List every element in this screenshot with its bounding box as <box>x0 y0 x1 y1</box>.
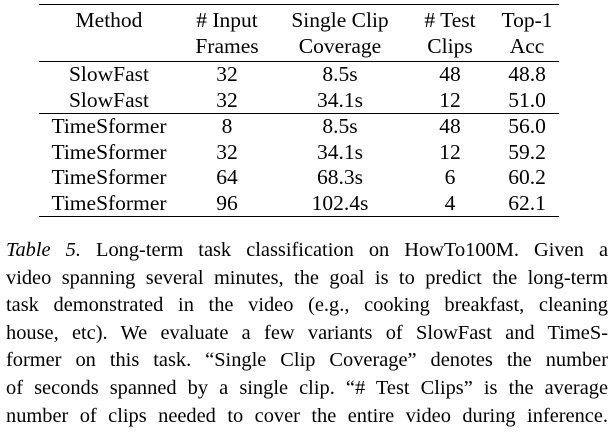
results-table: Method # Input Frames Single Clip Coverage… <box>39 4 559 217</box>
results-table-container: Method # Input Frames Single Clip Coverage… <box>39 4 559 217</box>
cell-method: TimeSformer <box>39 190 179 217</box>
table-caption: Table 5. Long-term task classification o… <box>6 237 608 430</box>
cell-coverage: 8.5s <box>275 61 405 88</box>
caption-line: video spanning several minutes, the goal… <box>6 266 608 289</box>
cell-clips: 12 <box>439 87 461 112</box>
caption-line: house, etc). We evaluate a few variants … <box>6 321 608 344</box>
header-clip-coverage: Single Clip Coverage <box>291 8 389 58</box>
cell-coverage: 8.5s <box>275 113 405 140</box>
cell-method: SlowFast <box>39 61 179 88</box>
cell-method: TimeSformer <box>39 113 179 140</box>
table-header: Method # Input Frames Single Clip Coverage… <box>39 4 559 62</box>
cell-clips: 48 <box>405 113 495 140</box>
table-row: SlowFast 32 8.5s 48 48.8 <box>39 61 559 88</box>
table-row: TimeSformer 32 34.1s 12 59.2 <box>39 140 559 166</box>
cell-clips: 4 <box>405 190 495 217</box>
cell-method: TimeSformer <box>51 139 167 164</box>
cell-frames: 32 <box>179 61 275 88</box>
cell-frames: 32 <box>216 139 238 164</box>
header-input-frames: # Input Frames <box>195 8 259 58</box>
cell-acc: 51.0 <box>508 87 546 112</box>
cell-clips: 12 <box>439 139 461 164</box>
cell-coverage: 34.1s <box>317 87 363 112</box>
caption-line: of seconds spanned by a single clip. “# … <box>6 376 608 399</box>
cell-frames: 8 <box>179 113 275 140</box>
cell-coverage: 68.3s <box>317 165 363 189</box>
cell-acc: 56.0 <box>495 113 559 140</box>
cell-frames: 32 <box>216 87 238 112</box>
cell-coverage-best: 102.4s <box>275 190 405 217</box>
caption-line: task demonstrated in the video (e.g., co… <box>6 294 608 317</box>
cell-method: SlowFast <box>68 87 150 112</box>
cell-frames: 64 <box>216 165 238 189</box>
table-row: TimeSformer 64 68.3s 6 60.2 <box>39 165 559 191</box>
table-row: TimeSformer 8 8.5s 48 56.0 <box>39 113 559 140</box>
cell-acc: 60.2 <box>508 165 546 189</box>
table-row: TimeSformer 96 102.4s 4 62.1 <box>39 190 559 217</box>
table-row: SlowFast 32 34.1s 12 51.0 <box>39 88 559 114</box>
caption-label: Table 5. <box>6 239 81 261</box>
caption-line: Table 5. Long-term task classification o… <box>6 239 608 261</box>
cell-coverage: 34.1s <box>317 139 363 164</box>
cell-frames: 96 <box>179 190 275 217</box>
header-test-clips: # Test Clips <box>424 8 476 58</box>
cell-method: TimeSformer <box>51 165 167 189</box>
caption-line: former on this task. “Single Clip Covera… <box>6 349 608 372</box>
cell-clips: 6 <box>444 165 456 189</box>
cell-acc: 59.2 <box>508 139 546 164</box>
caption-line: number of clips needed to cover the enti… <box>6 404 608 427</box>
header-top1-acc: Top-1 Acc <box>501 8 553 58</box>
cell-clips: 48 <box>405 61 495 88</box>
cell-acc-best: 62.1 <box>495 190 559 217</box>
cell-acc: 48.8 <box>495 61 559 88</box>
header-method: Method <box>75 8 143 32</box>
